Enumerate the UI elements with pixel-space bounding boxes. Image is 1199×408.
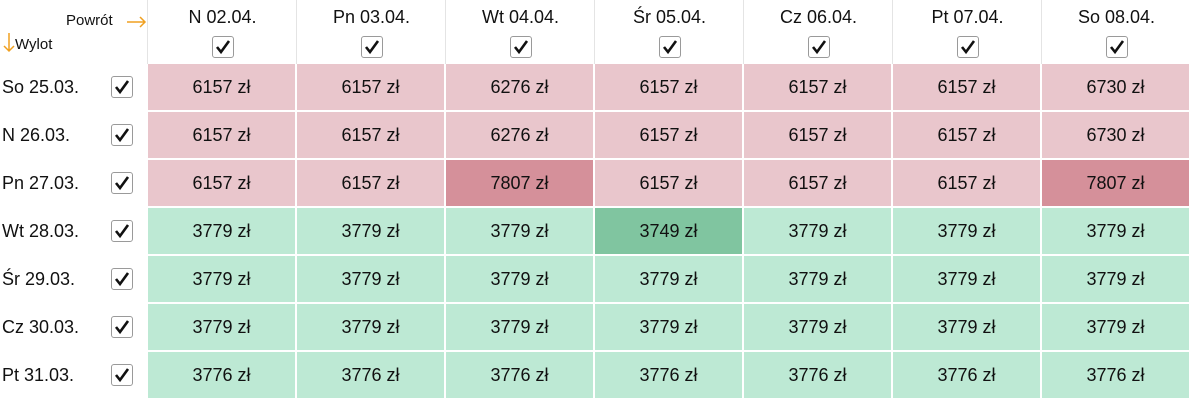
price-cell[interactable]: 6730 zł [1042, 64, 1189, 110]
price-cell[interactable]: 3779 zł [744, 208, 891, 254]
price-cell[interactable]: 6157 zł [148, 64, 295, 110]
column-divider [445, 0, 446, 64]
price-cell[interactable]: 3779 zł [595, 256, 742, 302]
column-divider [892, 0, 893, 64]
price-cell[interactable]: 3779 zł [148, 304, 295, 350]
return-label: Powrót [66, 12, 113, 29]
column-header: Pt 07.04. [931, 7, 1004, 27]
column-divider [147, 0, 148, 64]
price-cell[interactable]: 3779 zł [1042, 208, 1189, 254]
checkbox[interactable] [111, 76, 133, 98]
column-header: N 02.04. [188, 7, 257, 27]
price-cell[interactable]: 3779 zł [893, 256, 1040, 302]
checkbox[interactable] [111, 316, 133, 338]
column-header: Śr 05.04. [632, 7, 707, 27]
price-cell[interactable]: 3779 zł [297, 208, 444, 254]
price-cell[interactable]: 3776 zł [1042, 352, 1189, 398]
price-cell[interactable]: 3776 zł [893, 352, 1040, 398]
price-cell[interactable]: 3779 zł [744, 256, 891, 302]
checkbox[interactable] [111, 172, 133, 194]
price-cell[interactable]: 7807 zł [446, 160, 593, 206]
row-header: Cz 30.03. [2, 316, 80, 337]
row-header: Śr 29.03. [2, 268, 76, 289]
price-cell[interactable]: 3779 zł [1042, 304, 1189, 350]
checkbox[interactable] [111, 364, 133, 386]
price-cell[interactable]: 3779 zł [446, 208, 593, 254]
price-cell[interactable]: 6157 zł [744, 112, 891, 158]
price-cell[interactable]: 6157 zł [893, 160, 1040, 206]
row-header: Pn 27.03. [2, 172, 80, 193]
price-cell[interactable]: 3779 zł [297, 304, 444, 350]
checkbox[interactable] [211, 36, 234, 58]
return-arrow [127, 16, 147, 28]
checkbox[interactable] [111, 220, 133, 242]
checkbox[interactable] [658, 36, 681, 58]
price-cell[interactable]: 3776 zł [148, 352, 295, 398]
price-cell[interactable]: 3779 zł [893, 208, 1040, 254]
column-divider [296, 0, 297, 64]
column-divider [1041, 0, 1042, 64]
column-header: Wt 04.04. [481, 7, 560, 27]
column-header: Cz 06.04. [779, 7, 858, 27]
checkbox[interactable] [956, 36, 979, 58]
checkbox[interactable] [111, 124, 133, 146]
checkbox[interactable] [1105, 36, 1128, 58]
price-cell[interactable]: 7807 zł [1042, 160, 1189, 206]
column-header: Pn 03.04. [332, 7, 411, 27]
price-cell[interactable]: 6157 zł [297, 64, 444, 110]
row-header: N 26.03. [2, 124, 71, 145]
depart-label: Wylot [15, 36, 53, 53]
price-cell[interactable]: 3779 zł [148, 256, 295, 302]
price-cell[interactable]: 3776 zł [297, 352, 444, 398]
price-cell[interactable]: 3776 zł [446, 352, 593, 398]
price-cell[interactable]: 3779 zł [148, 208, 295, 254]
price-cell[interactable]: 6157 zł [148, 112, 295, 158]
price-cell[interactable]: 3776 zł [744, 352, 891, 398]
column-divider [743, 0, 744, 64]
price-cell[interactable]: 3779 zł [446, 304, 593, 350]
price-cell[interactable]: 3776 zł [595, 352, 742, 398]
price-cell[interactable]: 6157 zł [148, 160, 295, 206]
column-header: So 08.04. [1077, 7, 1156, 27]
price-cell[interactable]: 3779 zł [595, 304, 742, 350]
price-cell[interactable]: 6157 zł [893, 112, 1040, 158]
price-cell[interactable]: 6730 zł [1042, 112, 1189, 158]
price-cell[interactable]: 3779 zł [1042, 256, 1189, 302]
price-cell[interactable]: 3749 zł [595, 208, 742, 254]
column-divider [594, 0, 595, 64]
price-cell[interactable]: 3779 zł [297, 256, 444, 302]
price-cell[interactable]: 6276 zł [446, 64, 593, 110]
price-cell[interactable]: 3779 zł [893, 304, 1040, 350]
price-cell[interactable]: 6157 zł [595, 64, 742, 110]
row-header: So 25.03. [2, 76, 80, 97]
price-cell[interactable]: 3779 zł [744, 304, 891, 350]
price-cell[interactable]: 6157 zł [297, 112, 444, 158]
checkbox[interactable] [360, 36, 383, 58]
price-cell[interactable]: 6157 zł [893, 64, 1040, 110]
price-cell[interactable]: 3779 zł [446, 256, 593, 302]
price-cell[interactable]: 6157 zł [297, 160, 444, 206]
price-cell[interactable]: 6157 zł [744, 160, 891, 206]
checkbox[interactable] [509, 36, 532, 58]
checkbox[interactable] [807, 36, 830, 58]
depart-arrow [3, 33, 15, 53]
price-cell[interactable]: 6276 zł [446, 112, 593, 158]
row-header: Wt 28.03. [2, 220, 80, 241]
price-cell[interactable]: 6157 zł [595, 112, 742, 158]
price-cell[interactable]: 6157 zł [744, 64, 891, 110]
checkbox[interactable] [111, 268, 133, 290]
row-header: Pt 31.03. [2, 364, 75, 385]
price-cell[interactable]: 6157 zł [595, 160, 742, 206]
